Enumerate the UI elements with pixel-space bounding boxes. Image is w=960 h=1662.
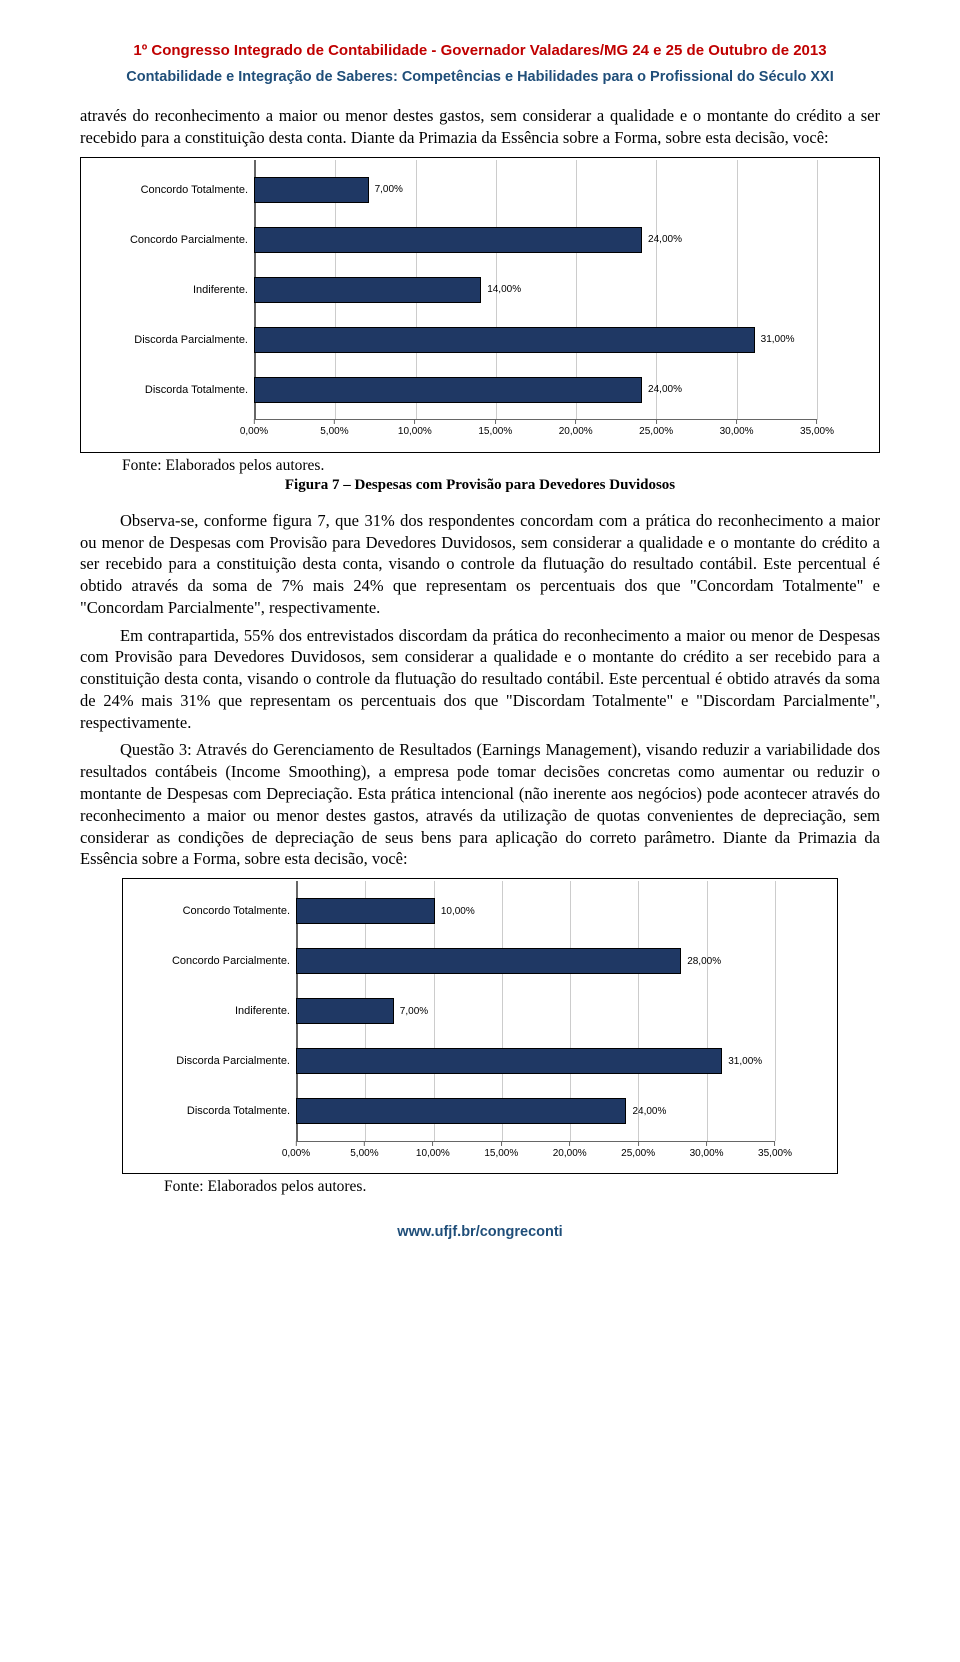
chart-bar	[296, 948, 681, 974]
chart-x-tick: 25,00%	[621, 1141, 655, 1159]
chart-bar-row: Concordo Parcialmente. 24,00%	[83, 220, 877, 260]
chart-bar-row: Concordo Totalmente. 10,00%	[125, 891, 835, 931]
paragraph-2: Observa-se, conforme figura 7, que 31% d…	[80, 510, 880, 619]
chart-category-label: Discorda Totalmente.	[83, 384, 254, 396]
chart-category-label: Indiferente.	[83, 284, 254, 296]
paragraph-1: através do reconhecimento a maior ou men…	[80, 105, 880, 149]
chart-bar	[296, 1098, 626, 1124]
chart-value-label: 7,00%	[400, 1006, 428, 1017]
chart-category-label: Indiferente.	[125, 1005, 296, 1017]
chart-value-label: 31,00%	[761, 334, 795, 345]
chart-bar	[254, 277, 481, 303]
chart-x-tick: 10,00%	[398, 419, 432, 437]
chart-x-tick: 20,00%	[559, 419, 593, 437]
question-3-chart: Concordo Totalmente. 10,00% Concordo Parci…	[122, 878, 838, 1174]
chart-bar	[254, 177, 369, 203]
chart-value-label: 28,00%	[687, 956, 721, 967]
paragraph-4: Questão 3: Através do Gerenciamento de R…	[80, 739, 880, 870]
chart-bar-row: Discorda Parcialmente. 31,00%	[83, 320, 877, 360]
chart-x-tick: 0,00%	[240, 419, 268, 437]
chart-x-tick: 15,00%	[484, 1141, 518, 1159]
chart-category-label: Concordo Totalmente.	[83, 184, 254, 196]
chart-bar-row: Indiferente. 14,00%	[83, 270, 877, 310]
chart-x-tick: 5,00%	[320, 419, 348, 437]
chart-bar-row: Concordo Parcialmente. 28,00%	[125, 941, 835, 981]
chart-value-label: 24,00%	[648, 384, 682, 395]
chart-value-label: 14,00%	[487, 284, 521, 295]
chart-bar	[254, 377, 642, 403]
chart-x-tick: 0,00%	[282, 1141, 310, 1159]
chart-x-tick: 35,00%	[800, 419, 834, 437]
chart-x-tick: 10,00%	[416, 1141, 450, 1159]
figure-7-caption: Figura 7 – Despesas com Provisão para De…	[80, 477, 880, 494]
chart-x-tick: 15,00%	[478, 419, 512, 437]
question-3-source: Fonte: Elaborados pelos autores.	[164, 1178, 880, 1196]
chart-x-tick: 5,00%	[350, 1141, 378, 1159]
header-title: 1º Congresso Integrado de Contabilidade …	[80, 40, 880, 61]
chart-bar	[254, 227, 642, 253]
paragraph-3: Em contrapartida, 55% dos entrevistados …	[80, 625, 880, 734]
chart-bar-row: Discorda Parcialmente. 31,00%	[125, 1041, 835, 1081]
chart-category-label: Concordo Parcialmente.	[125, 955, 296, 967]
chart-bar-row: Indiferente. 7,00%	[125, 991, 835, 1031]
figure-7-chart: Concordo Totalmente. 7,00% Concordo Parcia…	[80, 157, 880, 453]
chart-value-label: 10,00%	[441, 906, 475, 917]
chart-value-label: 31,00%	[728, 1056, 762, 1067]
chart-category-label: Concordo Totalmente.	[125, 905, 296, 917]
chart-bar-row: Concordo Totalmente. 7,00%	[83, 170, 877, 210]
chart-value-label: 24,00%	[632, 1106, 666, 1117]
chart-value-label: 7,00%	[375, 184, 403, 195]
figure-7-source: Fonte: Elaborados pelos autores.	[122, 457, 880, 475]
header-subtitle: Contabilidade e Integração de Saberes: C…	[80, 67, 880, 87]
chart-value-label: 24,00%	[648, 234, 682, 245]
chart-x-tick: 20,00%	[553, 1141, 587, 1159]
chart-x-tick: 30,00%	[720, 419, 754, 437]
chart-bar-row: Discorda Totalmente. 24,00%	[83, 370, 877, 410]
chart-bar	[254, 327, 755, 353]
chart-x-tick: 25,00%	[639, 419, 673, 437]
chart-bar-row: Discorda Totalmente. 24,00%	[125, 1091, 835, 1131]
chart-category-label: Concordo Parcialmente.	[83, 234, 254, 246]
chart-category-label: Discorda Parcialmente.	[125, 1055, 296, 1067]
chart-category-label: Discorda Totalmente.	[125, 1105, 296, 1117]
chart-bar	[296, 898, 435, 924]
chart-x-tick: 35,00%	[758, 1141, 792, 1159]
chart-bar	[296, 998, 394, 1024]
footer-link: www.ufjf.br/congreconti	[80, 1224, 880, 1240]
chart-category-label: Discorda Parcialmente.	[83, 334, 254, 346]
chart-x-tick: 30,00%	[690, 1141, 724, 1159]
chart-bar	[296, 1048, 722, 1074]
